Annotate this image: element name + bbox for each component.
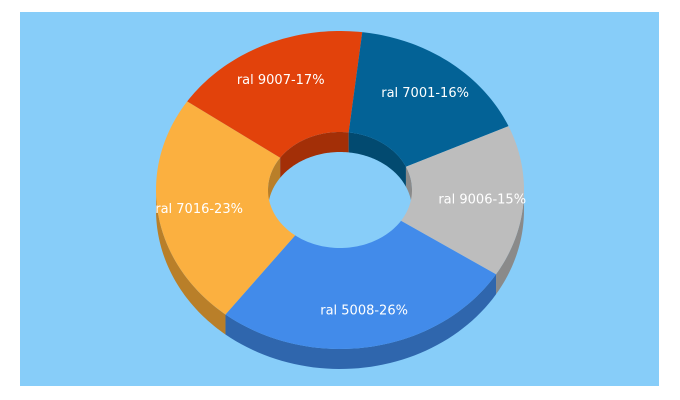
- slice-label-0: ral 5008-26%: [320, 303, 408, 318]
- donut-inner-walls: [268, 132, 412, 210]
- slice-inner-wall-3: [348, 132, 406, 187]
- slice-label-1: ral 7016-23%: [155, 202, 243, 217]
- slice-3: [348, 32, 509, 167]
- slice-side-1: [156, 190, 226, 335]
- slice-inner-wall-2: [280, 132, 349, 178]
- slice-4: [401, 126, 524, 275]
- donut-side-walls: [156, 190, 524, 369]
- donut-top-faces: [156, 31, 524, 349]
- slice-inner-wall-1: [268, 157, 281, 210]
- slice-side-4: [496, 190, 524, 295]
- slice-2: [187, 31, 363, 158]
- slice-1: [156, 101, 296, 315]
- slice-label-4: ral 9006-15%: [438, 192, 526, 207]
- slice-labels: ral 5008-26% ral 7016-23% ral 9007-17% ral …: [155, 73, 526, 318]
- slice-inner-wall-4: [405, 166, 412, 210]
- slice-label-3: ral 7001-16%: [381, 86, 469, 101]
- slice-label-2: ral 9007-17%: [237, 73, 325, 88]
- slice-side-0: [225, 274, 497, 369]
- slice-0: [225, 220, 497, 349]
